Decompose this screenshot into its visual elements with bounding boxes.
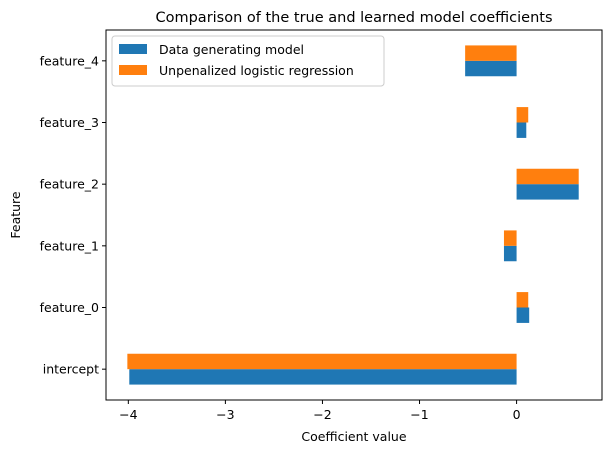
legend: Data generating model Unpenalized logist… xyxy=(111,35,385,87)
y-tick-label-feature-4: feature_4 xyxy=(40,53,99,68)
bar-unpenalized-logistic-regression-feature-3 xyxy=(516,107,529,123)
bar-unpenalized-logistic-regression-intercept xyxy=(127,353,517,370)
legend-box xyxy=(111,35,385,87)
y-tick-label-feature-1: feature_1 xyxy=(40,238,99,253)
x-tick-label-4: 0 xyxy=(513,407,521,422)
bar-data-generating-model-intercept xyxy=(129,369,517,385)
legend-label-data-generating-model: Data generating model xyxy=(159,42,304,57)
y-axis-label: Feature xyxy=(8,191,23,239)
y-axis-ticks: intercept feature_0 feature_1 feature_2 feat… xyxy=(40,53,106,377)
x-axis-ticks: −4 −3 −2 −1 0 xyxy=(119,400,521,422)
x-tick-label-0: −4 xyxy=(119,407,137,422)
y-tick-label-feature-0: feature_0 xyxy=(40,300,99,315)
y-tick-label-feature-2: feature_2 xyxy=(40,177,99,192)
y-tick-label-intercept: intercept xyxy=(43,362,99,377)
bar-unpenalized-logistic-regression-feature-2 xyxy=(516,168,579,185)
plot-frame xyxy=(105,29,603,401)
bar-unpenalized-logistic-regression-feature-1 xyxy=(503,230,517,246)
x-tick-label-3: −1 xyxy=(410,407,428,422)
legend-label-unpenalized-logistic-regression: Unpenalized logistic regression xyxy=(159,63,354,78)
bar-data-generating-model-feature-4 xyxy=(465,60,517,77)
bar-data-generating-model-feature-0 xyxy=(516,307,530,323)
x-tick-label-1: −3 xyxy=(216,407,234,422)
x-tick-label-2: −2 xyxy=(313,407,331,422)
bars-layer xyxy=(127,45,579,385)
bar-unpenalized-logistic-regression-feature-4 xyxy=(465,45,517,61)
legend-swatch-data-generating-model xyxy=(119,44,147,54)
legend-swatch-unpenalized-logistic-regression xyxy=(119,65,147,75)
y-tick-label-feature-3: feature_3 xyxy=(40,115,99,130)
x-axis-label: Coefficient value xyxy=(301,429,406,444)
bar-data-generating-model-feature-3 xyxy=(516,122,527,138)
bar-unpenalized-logistic-regression-feature-0 xyxy=(516,292,529,308)
chart-title: Comparison of the true and learned model… xyxy=(155,10,552,26)
bar-data-generating-model-feature-2 xyxy=(516,184,579,200)
bar-data-generating-model-feature-1 xyxy=(503,245,517,262)
